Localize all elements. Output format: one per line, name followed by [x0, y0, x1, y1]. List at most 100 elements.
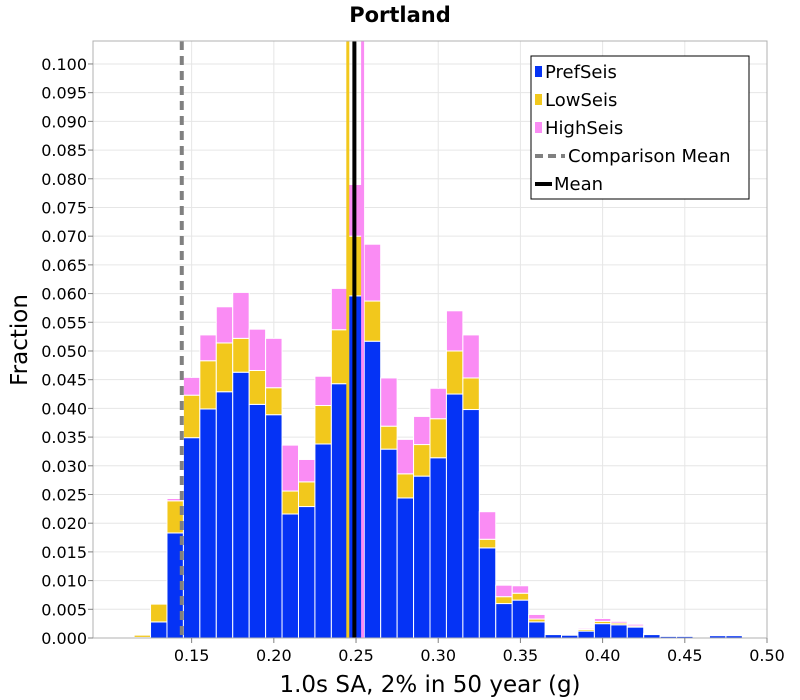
- bar-lowseis-20: [462, 377, 480, 411]
- bar-prefseis-29: [610, 624, 628, 639]
- bar-highseis-24: [528, 613, 546, 620]
- bar-highseis-26: [561, 633, 579, 636]
- y-tick-label: 0.005: [41, 600, 87, 619]
- y-axis: 0.000 0.005 0.010 0.015 0.020 0.025 0.030 0.035…: [41, 55, 93, 648]
- y-tick-label: 0.090: [41, 112, 87, 131]
- bar-prefseis-20: [462, 409, 480, 639]
- bar-highseis-31: [643, 632, 661, 635]
- y-tick-label: 0.045: [41, 371, 87, 390]
- bar-highseis-7: [248, 328, 267, 371]
- bar-highseis-4: [199, 334, 217, 362]
- bar-prefseis-17: [413, 475, 431, 639]
- plot-frame: [92, 40, 768, 639]
- x-tick-label: 0.25: [338, 646, 374, 665]
- y-tick-label: 0.015: [41, 543, 87, 562]
- bar-lowseis-18: [429, 418, 447, 459]
- bar-highseis-29: [610, 620, 628, 624]
- bar-highseis-10: [297, 458, 316, 483]
- legend-label: Comparison Mean: [568, 146, 731, 167]
- bar-lowseis-12: [330, 329, 349, 385]
- bar-lowseis-19: [445, 350, 464, 395]
- bar-prefseis-30: [626, 626, 645, 639]
- bar-highseis-9: [281, 444, 299, 492]
- bar-prefseis-16: [396, 497, 415, 639]
- x-axis: 0.15 0.20 0.25 0.30 0.35 0.40 0.45 0.50: [174, 638, 785, 665]
- bar-highseis-22: [495, 584, 513, 598]
- bar-highseis-3: [182, 376, 201, 396]
- bar-lowseis-23: [511, 592, 530, 601]
- y-tick-label: 0.030: [41, 457, 87, 476]
- bar-prefseis-27: [577, 630, 595, 639]
- legend-label: PrefSeis: [545, 62, 617, 83]
- y-tick-label: 0.080: [41, 170, 87, 189]
- bar-prefseis-22: [495, 603, 513, 639]
- bar-prefseis-3: [182, 437, 201, 639]
- bar-highseis-17: [413, 415, 431, 446]
- bar-prefseis-15: [380, 448, 398, 639]
- bar-lowseis-16: [396, 473, 415, 499]
- bar-highseis-11: [314, 375, 332, 407]
- bar-prefseis-5: [215, 391, 234, 639]
- bar-lowseis-9: [281, 490, 299, 515]
- x-tick-label: 0.20: [256, 646, 292, 665]
- bar-highseis-16: [396, 438, 415, 475]
- bar-lowseis-22: [495, 596, 513, 605]
- x-tick-label: 0.15: [174, 646, 210, 665]
- bar-highseis-19: [445, 310, 464, 352]
- x-tick-label: 0.40: [585, 646, 621, 665]
- bar-lowseis-7: [248, 369, 267, 405]
- legend: PrefSeis LowSeis HighSeis Comparison Mean Me…: [530, 55, 750, 200]
- bar-highseis-25: [544, 632, 563, 635]
- reference-lines: [179, 41, 365, 638]
- bar-lowseis-17: [413, 444, 431, 477]
- bar-prefseis-23: [511, 599, 530, 639]
- bar-prefseis-24: [528, 621, 546, 639]
- bar-prefseis-4: [199, 408, 217, 639]
- y-tick-label: 0.050: [41, 342, 87, 361]
- y-tick-label: 0.095: [41, 84, 87, 103]
- bar-prefseis-12: [330, 383, 349, 639]
- bar-lowseis-5: [215, 342, 234, 393]
- bar-highseis-20: [462, 334, 480, 379]
- bar-lowseis-11: [314, 405, 332, 445]
- bar-prefseis-25: [544, 634, 563, 639]
- bar-prefseis-8: [265, 414, 283, 639]
- bar-highseis-27: [577, 627, 595, 630]
- y-tick-label: 0.040: [41, 399, 87, 418]
- bar-lowseis-6: [232, 337, 250, 373]
- bar-highseis-8: [265, 337, 283, 389]
- y-axis-label: Fraction: [7, 294, 33, 386]
- y-tick-label: 0.000: [41, 629, 87, 648]
- bar-prefseis-14: [363, 340, 382, 639]
- legend-swatch-prefseis: [535, 66, 542, 77]
- y-tick-label: 0.020: [41, 514, 87, 533]
- legend-label: Mean: [554, 174, 603, 195]
- y-tick-label: 0.025: [41, 485, 87, 504]
- bar-prefseis-19: [445, 393, 464, 639]
- bar-highseis-18: [429, 387, 447, 420]
- bar-prefseis-6: [232, 371, 250, 639]
- bar-prefseis-11: [314, 443, 332, 639]
- bar-lowseis-15: [380, 425, 398, 450]
- y-tick-label: 0.010: [41, 572, 87, 591]
- y-tick-label: 0.070: [41, 227, 87, 246]
- bar-highseis-21: [478, 511, 497, 540]
- bar-highseis-12: [330, 287, 349, 331]
- bar-lowseis-10: [297, 481, 316, 508]
- bar-prefseis-10: [297, 506, 316, 639]
- bar-lowseis-1: [150, 603, 168, 623]
- y-tick-label: 0.055: [41, 313, 87, 332]
- bar-prefseis-1: [150, 621, 168, 639]
- bar-highseis-15: [380, 377, 398, 427]
- bar-prefseis-7: [248, 403, 267, 639]
- x-tick-label: 0.45: [667, 646, 703, 665]
- bar-lowseis-0: [133, 634, 152, 638]
- chart-title: Portland: [349, 3, 451, 27]
- bar-lowseis-8: [265, 387, 283, 416]
- bar-lowseis-4: [199, 360, 217, 410]
- y-tick-label: 0.100: [41, 55, 87, 74]
- legend-swatch-lowseis: [535, 94, 542, 105]
- bar-highseis-33: [676, 635, 694, 637]
- x-axis-label: 1.0s SA, 2% in 50 year (g): [279, 672, 580, 698]
